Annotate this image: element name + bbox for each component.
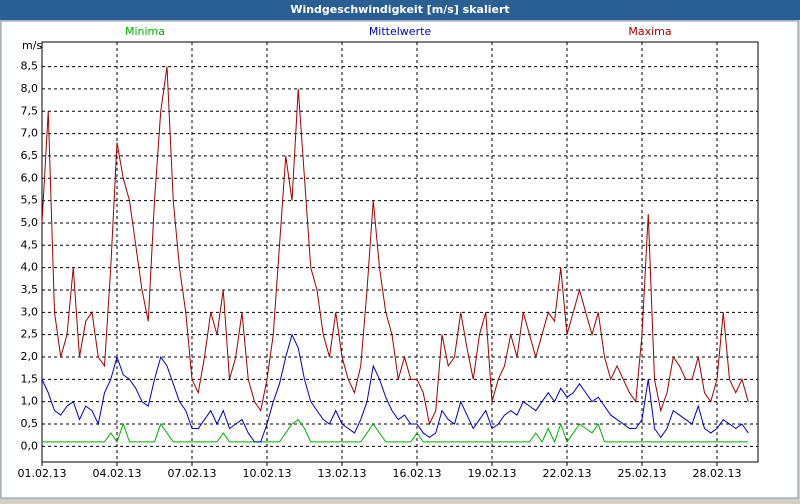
x-tick-label: 13.02.13: [318, 467, 367, 480]
y-tick-label: 6,5: [21, 149, 39, 162]
y-tick-label: 7,5: [21, 104, 39, 117]
legend-label: Maxima: [628, 25, 671, 38]
y-tick-label: 6,0: [21, 171, 39, 184]
x-tick-label: 07.02.13: [168, 467, 217, 480]
x-tick-label: 10.02.13: [243, 467, 292, 480]
y-tick-label: 0,0: [21, 439, 39, 452]
y-tick-label: 0,5: [21, 417, 39, 430]
x-tick-label: 01.02.13: [18, 467, 67, 480]
y-tick-label: 8,0: [21, 82, 39, 95]
plot-frame: [41, 41, 759, 463]
legend-label: Mittelwerte: [369, 25, 432, 38]
legend-label: Minima: [125, 25, 165, 38]
chart-panel: [0, 20, 799, 499]
x-tick-label: 04.02.13: [93, 467, 142, 480]
y-tick-label: 5,5: [21, 194, 39, 207]
x-tick-label: 25.02.13: [618, 467, 667, 480]
x-tick-label: 16.02.13: [393, 467, 442, 480]
y-axis-label: m/s: [22, 39, 42, 52]
y-tick-label: 3,0: [21, 305, 39, 318]
series-line: [42, 418, 749, 444]
x-tick-label: 19.02.13: [468, 467, 517, 480]
x-tick-label: 28.02.13: [693, 467, 742, 480]
y-tick-label: 7,0: [21, 127, 39, 140]
series-line: [41, 333, 749, 443]
y-tick-label: 1,0: [21, 395, 39, 408]
series-line: [41, 66, 749, 426]
y-tick-label: 8,5: [21, 60, 39, 73]
y-tick-label: 2,5: [21, 328, 39, 341]
y-tick-label: 5,0: [21, 216, 39, 229]
y-tick-label: 3,5: [21, 283, 39, 296]
chart-title: Windgeschwindigkeit [m/s] skaliert: [290, 3, 509, 16]
title-bar: [0, 0, 800, 20]
x-tick-label: 22.02.13: [543, 467, 592, 480]
y-tick-label: 4,5: [21, 238, 39, 251]
y-tick-label: 2,0: [21, 350, 39, 363]
y-tick-label: 4,0: [21, 261, 39, 274]
y-tick-label: 1,5: [21, 372, 39, 385]
